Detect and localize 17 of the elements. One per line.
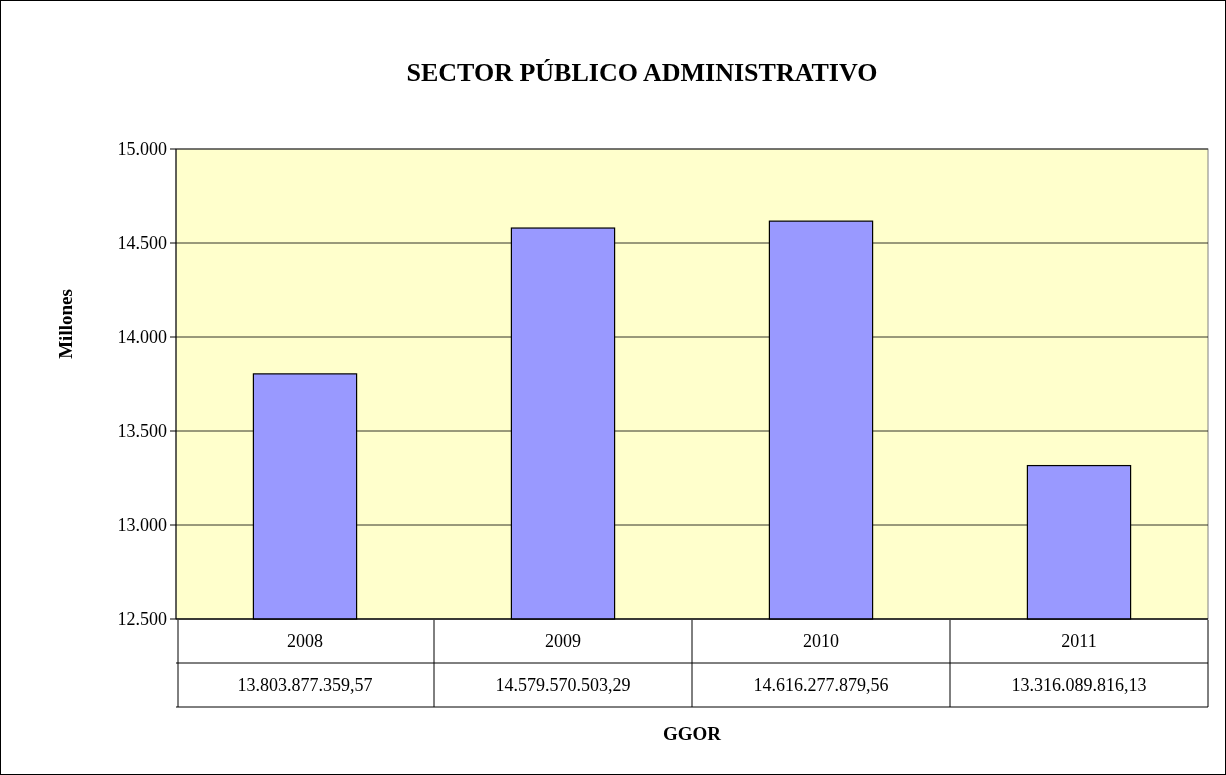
x-axis-title: GGOR	[662, 722, 722, 744]
text: 13.803.877.359,57	[237, 675, 373, 696]
y-tick-label: 15.000	[117, 139, 167, 160]
chart-title: SECTOR PÚBLICO ADMINISTRATIVO	[406, 58, 878, 88]
x-tick-label: 2011	[1061, 631, 1097, 652]
y-tick-label: 14.500	[117, 233, 167, 254]
y-tick-label: 13.500	[117, 421, 167, 442]
text: 13.316.089.816,13	[1011, 675, 1147, 696]
text: 14.579.570.503,29	[495, 675, 631, 696]
text: 14.616.277.879,56	[753, 675, 889, 696]
x-tick-label: 2008	[287, 631, 323, 652]
x-tick-label: 2010	[803, 631, 839, 652]
y-tick-label: 13.000	[117, 515, 167, 536]
y-tick-label: 14.000	[117, 327, 167, 348]
y-axis-title: Millones	[54, 289, 76, 359]
x-tick-label: 2009	[545, 631, 581, 652]
y-tick-label: 12.500	[117, 609, 167, 630]
